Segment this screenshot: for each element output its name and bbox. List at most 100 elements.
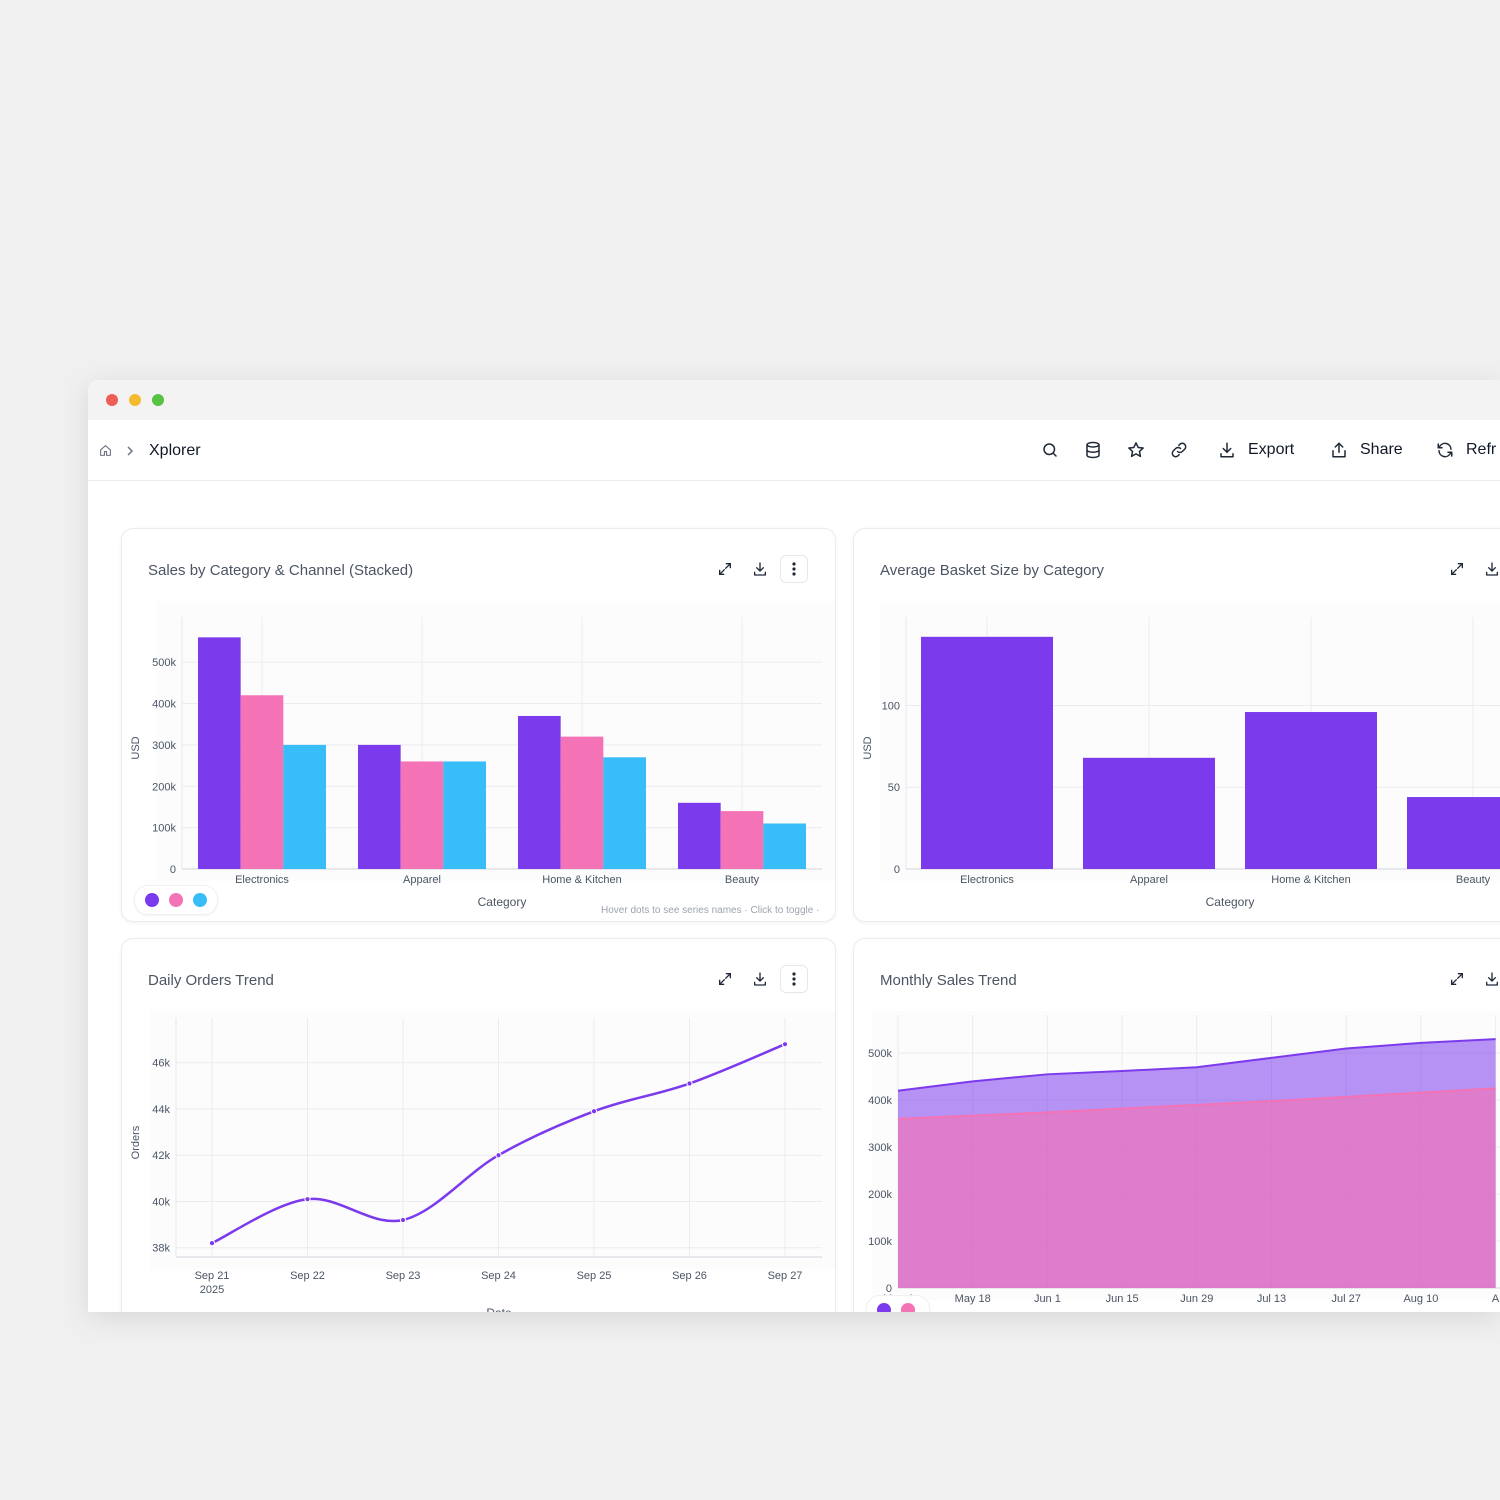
legend-series-dot[interactable] <box>877 1303 891 1312</box>
chart-card-monthly-sales: Monthly Sales Trend 0 100k 200k 300k 400k 500… <box>853 938 1500 1312</box>
x-axis-title: Category <box>1206 895 1255 909</box>
y-tick-label: 500k <box>152 657 176 669</box>
card-title: Monthly Sales Trend <box>880 972 1017 989</box>
x-tick-label: Apparel <box>1130 874 1168 886</box>
search-button[interactable] <box>1041 420 1059 480</box>
chevron-right-icon <box>125 444 135 462</box>
bar <box>720 811 764 869</box>
legend <box>866 1295 930 1312</box>
refresh-button[interactable]: Refr <box>1436 420 1496 480</box>
export-label: Export <box>1248 441 1295 458</box>
series-line <box>897 1087 1496 1120</box>
x-tick-label: A <box>1492 1293 1500 1305</box>
x-tick-label: Jun 15 <box>1106 1293 1139 1305</box>
x-tick-label: Sep 26 <box>672 1270 707 1282</box>
data-point <box>781 1041 789 1048</box>
chart-plot: 38k 40k 42k 44k 46k Orders Date Sep 21 Sep 22 Sep… <box>130 1011 835 1312</box>
expand-icon[interactable] <box>713 557 737 581</box>
x-tick-label: Sep 21 <box>195 1270 230 1282</box>
close-window-button[interactable] <box>106 394 118 406</box>
star-icon <box>1127 441 1145 459</box>
export-button[interactable]: Export <box>1218 420 1294 480</box>
search-icon <box>1041 441 1059 459</box>
expand-icon[interactable] <box>1445 557 1469 581</box>
app-window: Xplorer Export <box>88 380 1500 1312</box>
data-point <box>304 1196 311 1203</box>
download-icon[interactable] <box>748 557 772 581</box>
series-line <box>897 1038 1496 1092</box>
x-tick-label: May 18 <box>955 1293 991 1305</box>
y-tick-label: 0 <box>894 864 900 876</box>
bar <box>283 744 326 869</box>
card-title: Daily Orders Trend <box>148 972 274 989</box>
minimize-window-button[interactable] <box>129 394 141 406</box>
data-point <box>399 1216 407 1224</box>
y-tick-label: 44k <box>152 1104 170 1116</box>
maximize-window-button[interactable] <box>152 394 164 406</box>
chart-card-daily-orders: Daily Orders Trend 38k 40k 42k 44k 46k Orders… <box>121 938 836 1312</box>
more-options-icon[interactable] <box>780 965 808 993</box>
top-header: Xplorer Export <box>88 420 1500 481</box>
y-tick-label: 46k <box>152 1058 170 1070</box>
x-tick-label: Sep 25 <box>577 1270 612 1282</box>
copy-link-button[interactable] <box>1170 420 1188 480</box>
dashboard-content: Sales by Category & Channel (Stacked) 0 1… <box>88 481 1500 1312</box>
y-tick-label: 100k <box>868 1236 892 1248</box>
y-tick-label: 400k <box>868 1095 892 1107</box>
home-icon[interactable] <box>99 444 112 462</box>
data-point <box>686 1080 693 1087</box>
download-icon[interactable] <box>1480 557 1500 581</box>
expand-icon[interactable] <box>713 967 737 991</box>
favorite-button[interactable] <box>1127 420 1145 480</box>
bar <box>560 736 604 869</box>
chart-card-avg-basket: Average Basket Size by Category 0 50 100 US… <box>853 528 1500 922</box>
refresh-label: Refr <box>1466 441 1497 458</box>
plot-background <box>150 1011 835 1269</box>
y-tick-label: 40k <box>152 1196 170 1208</box>
data-point <box>495 1152 502 1159</box>
bar <box>1245 712 1377 869</box>
bar <box>678 802 721 869</box>
y-tick-label: 400k <box>152 699 176 711</box>
legend-series-dot[interactable] <box>145 893 159 907</box>
legend-series-dot[interactable] <box>193 893 207 907</box>
share-button[interactable]: Share <box>1330 420 1403 480</box>
x-tick-label: Jun 29 <box>1180 1293 1213 1305</box>
legend-series-dot[interactable] <box>901 1303 915 1312</box>
share-label: Share <box>1360 441 1403 458</box>
card-title: Average Basket Size by Category <box>880 562 1105 579</box>
chart-plot: 0 50 100 USD Category Electronics Apparel Home … <box>862 601 1500 909</box>
app-title: Xplorer <box>149 442 201 459</box>
database-button[interactable] <box>1084 420 1102 480</box>
y-tick-label: 0 <box>886 1283 892 1295</box>
y-tick-label: 38k <box>152 1243 170 1255</box>
x-tick-label: Sep 27 <box>768 1270 803 1282</box>
y-tick-label: 0 <box>170 864 176 876</box>
y-tick-label: 50 <box>888 782 900 794</box>
download-icon[interactable] <box>748 967 772 991</box>
bar <box>1407 797 1500 869</box>
expand-icon[interactable] <box>1445 967 1469 991</box>
bar <box>921 636 1053 869</box>
x-tick-label: Sep 24 <box>481 1270 516 1282</box>
download-icon[interactable] <box>1480 967 1500 991</box>
x-tick-label: Home & Kitchen <box>1271 874 1350 886</box>
y-tick-label: 300k <box>868 1142 892 1154</box>
bar <box>1083 757 1215 869</box>
bar <box>443 761 486 869</box>
x-axis-title: Category <box>478 895 527 909</box>
x-tick-label: Electronics <box>960 874 1014 886</box>
x-tick-label: Home & Kitchen <box>542 874 621 886</box>
bar <box>603 757 646 869</box>
x-tick-label: Aug 10 <box>1403 1293 1438 1305</box>
more-options-icon[interactable] <box>780 555 808 583</box>
y-axis-title: Orders <box>130 1125 142 1159</box>
x-tick-sublabel: 2025 <box>200 1284 224 1296</box>
x-tick-label: Beauty <box>725 874 760 886</box>
database-icon <box>1084 441 1102 459</box>
bar <box>518 715 561 869</box>
bar <box>198 637 241 869</box>
y-axis-title: USD <box>130 736 142 759</box>
legend-series-dot[interactable] <box>169 893 183 907</box>
